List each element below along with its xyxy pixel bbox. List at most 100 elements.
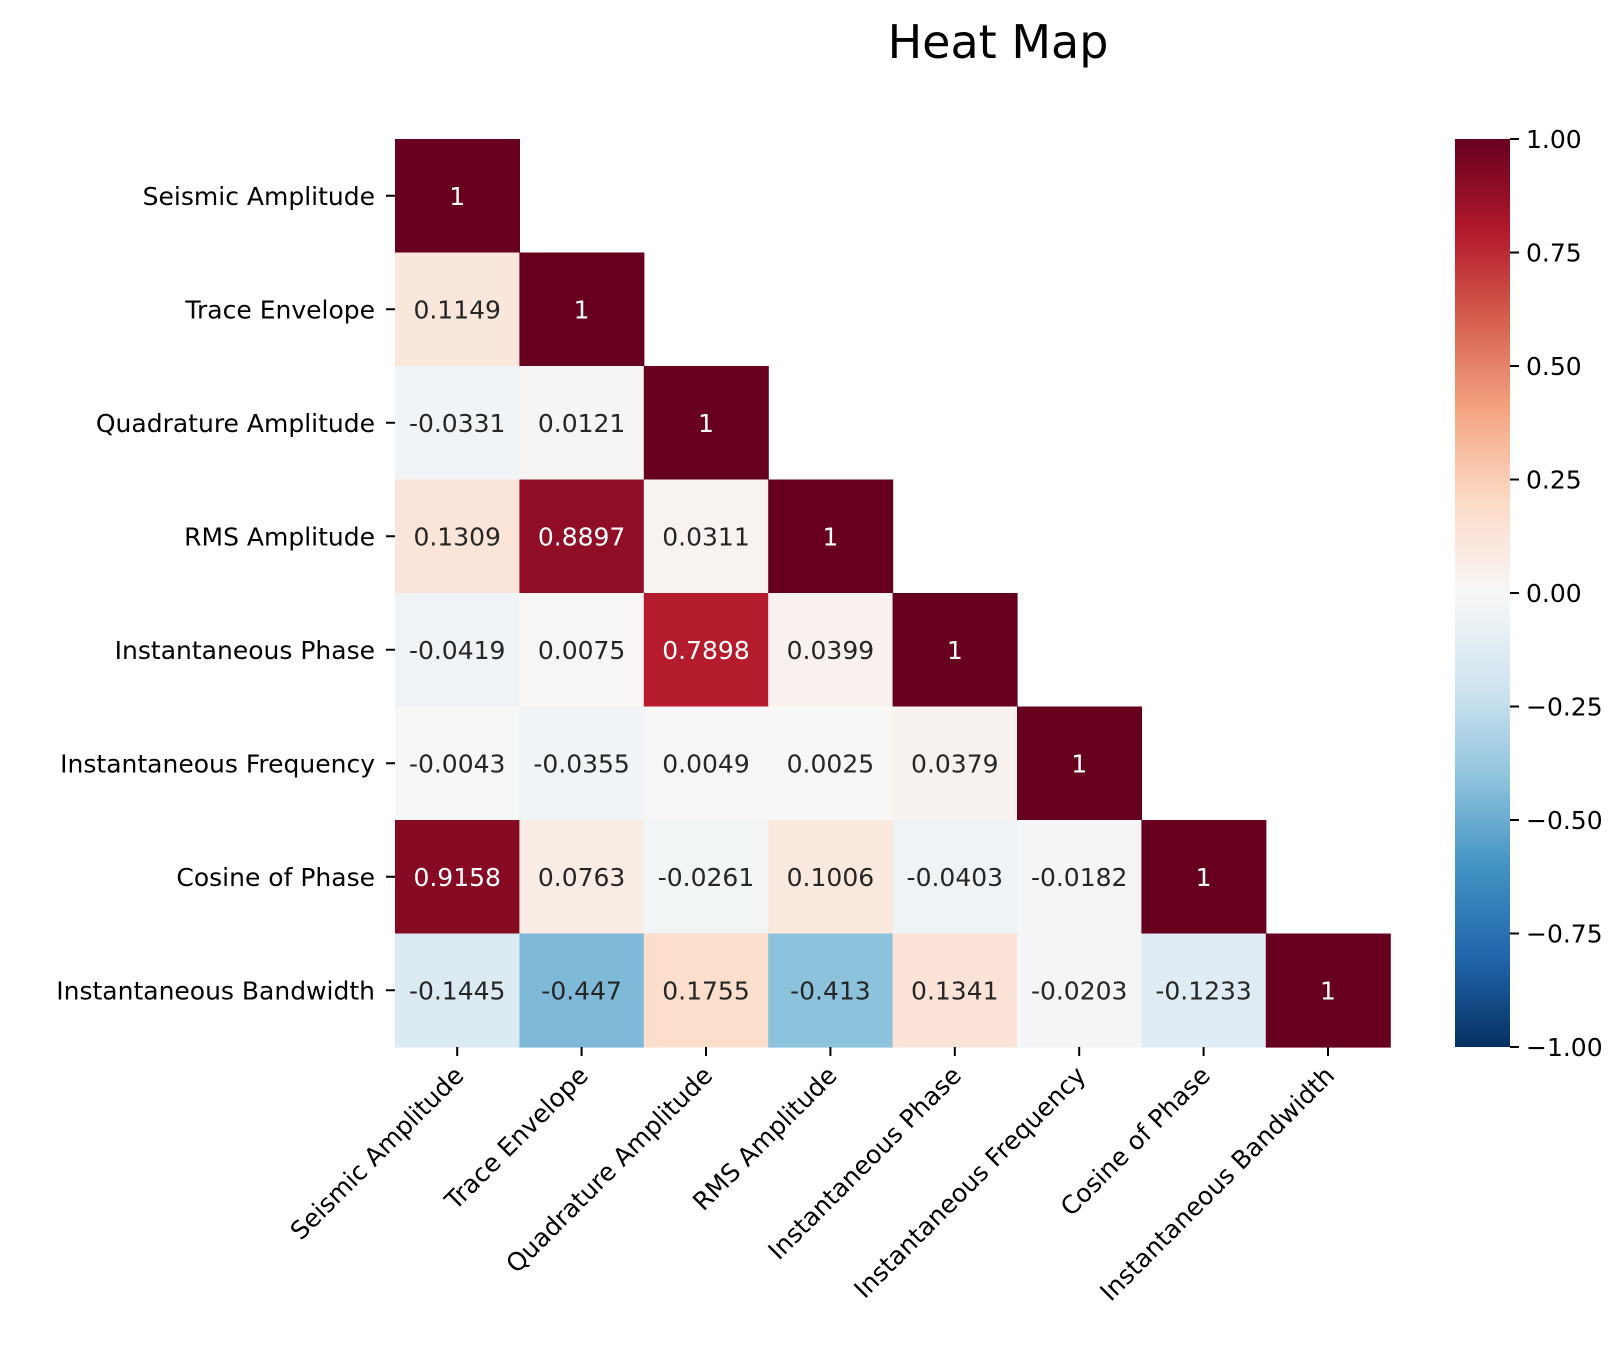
heatmap-cell (768, 593, 894, 708)
heatmap-cell (1265, 933, 1391, 1048)
cell-value-label: 1 (698, 409, 714, 438)
cell-value-label: -0.413 (790, 976, 871, 1005)
heatmap-cell (395, 593, 520, 708)
cell-value-label: -0.0403 (907, 863, 1004, 892)
x-tick-label: Instantaneous Bandwidth (1094, 1061, 1340, 1307)
cell-value-label: 1 (574, 295, 590, 324)
heatmap-cell (643, 479, 769, 594)
heatmap-cell (768, 933, 894, 1048)
heatmap-cell (892, 706, 1018, 821)
y-tick-label: Seismic Amplitude (143, 182, 375, 211)
cell-value-label: -0.1445 (409, 976, 506, 1005)
cell-value-label: -0.0043 (409, 749, 506, 778)
heatmap-cell (892, 593, 1018, 708)
heatmap-cell (395, 479, 520, 594)
colorbar-tick-label: 0.75 (1526, 239, 1582, 268)
heatmap-cell (1017, 820, 1142, 935)
heatmap-cell (519, 366, 645, 481)
cell-value-label: -0.447 (541, 976, 622, 1005)
colorbar-tick-label: −0.50 (1526, 806, 1603, 835)
heatmap-cell (892, 820, 1018, 935)
heatmap-cell (643, 366, 769, 481)
y-tick-label: Quadrature Amplitude (96, 409, 375, 438)
cell-value-label: 0.1341 (911, 976, 998, 1005)
heatmap-cell (519, 252, 645, 367)
y-tick-label: Cosine of Phase (176, 863, 375, 892)
cell-value-label: -0.0355 (533, 749, 630, 778)
heatmap-cell (1141, 933, 1267, 1048)
colorbar-tick-label: 0.50 (1526, 352, 1582, 381)
cell-value-label: 1 (1071, 749, 1087, 778)
heatmap-cell (1141, 820, 1267, 935)
y-tick-label: Instantaneous Phase (115, 636, 375, 665)
heatmap-cell (395, 820, 520, 935)
cell-value-label: 0.0311 (662, 522, 749, 551)
colorbar: 1.00 0.75 0.50 0.25 0.00 −0.25 −0.50 −0.75 −1.00 (1455, 125, 1603, 1062)
y-tick-label: Trace Envelope (184, 295, 375, 324)
cell-value-label: 0.1149 (413, 295, 500, 324)
heatmap-cell (1017, 933, 1142, 1048)
cell-value-label: -0.0261 (658, 863, 755, 892)
cell-value-label: 0.0379 (911, 749, 998, 778)
heatmap-cell (519, 593, 645, 708)
heatmap-cell (395, 706, 520, 821)
cell-value-label: 1 (947, 636, 963, 665)
cell-value-label: 0.7898 (662, 636, 749, 665)
cell-value-label: 0.0121 (538, 409, 625, 438)
cell-value-label: 1 (822, 522, 838, 551)
cell-value-label: 0.0025 (787, 749, 874, 778)
heatmap-cell (643, 820, 769, 935)
heatmap-cell (768, 479, 894, 594)
heatmap-cell (768, 820, 894, 935)
cell-value-label: 0.1755 (662, 976, 749, 1005)
colorbar-tick-label: 0.25 (1526, 466, 1582, 495)
heatmap-cell (643, 706, 769, 821)
cell-value-label: 0.1006 (787, 863, 874, 892)
heatmap-cell (519, 933, 645, 1048)
heatmap-cell (519, 820, 645, 935)
y-axis: Seismic Amplitude Trace Envelope Quadratur… (56, 182, 395, 1005)
y-tick-label: RMS Amplitude (184, 522, 375, 551)
x-tick-label: Quadrature Amplitude (500, 1061, 718, 1279)
cell-value-label: 0.0763 (538, 863, 625, 892)
cell-value-label: 0.0399 (787, 636, 874, 665)
heatmap-cell (395, 139, 520, 254)
cell-value-label: -0.0419 (409, 636, 506, 665)
cell-value-label: -0.0182 (1031, 863, 1128, 892)
heatmap-cell (643, 933, 769, 1048)
heatmap-cells: 1 0.1149 1 -0.0331 0.0121 1 0.1309 0.8897 0.0311… (395, 139, 1391, 1048)
heatmap-cell (519, 479, 645, 594)
heatmap-cell (395, 933, 520, 1048)
y-tick-label: Instantaneous Bandwidth (56, 976, 375, 1005)
cell-value-label: 0.9158 (413, 863, 500, 892)
cell-value-label: 0.1309 (413, 522, 500, 551)
y-tick-label: Instantaneous Frequency (60, 749, 375, 778)
heatmap-cell (395, 252, 520, 367)
colorbar-tick-label: −1.00 (1526, 1033, 1603, 1062)
colorbar-gradient (1455, 139, 1510, 1047)
colorbar-tick-label: −0.75 (1526, 920, 1603, 949)
heatmap-cell (643, 593, 769, 708)
heatmap-cell (768, 706, 894, 821)
x-tick-label: Seismic Amplitude (285, 1061, 470, 1246)
cell-value-label: -0.0203 (1031, 976, 1128, 1005)
colorbar-tick-label: 0.00 (1526, 579, 1582, 608)
cell-value-label: 1 (1320, 976, 1336, 1005)
heatmap-cell (1017, 706, 1142, 821)
cell-value-label: 1 (1196, 863, 1212, 892)
cell-value-label: 0.0075 (538, 636, 625, 665)
cell-value-label: 1 (449, 182, 465, 211)
chart-title: Heat Map (888, 15, 1109, 69)
colorbar-tick-label: −0.25 (1526, 693, 1603, 722)
heatmap-cell (395, 366, 520, 481)
cell-value-label: -0.1233 (1155, 976, 1252, 1005)
heatmap-cell (519, 706, 645, 821)
colorbar-tick-label: 1.00 (1526, 125, 1582, 154)
cell-value-label: 0.0049 (662, 749, 749, 778)
cell-value-label: 0.8897 (538, 522, 625, 551)
heatmap-cell (892, 933, 1018, 1048)
x-tick-label: Instantaneous Frequency (848, 1061, 1091, 1304)
